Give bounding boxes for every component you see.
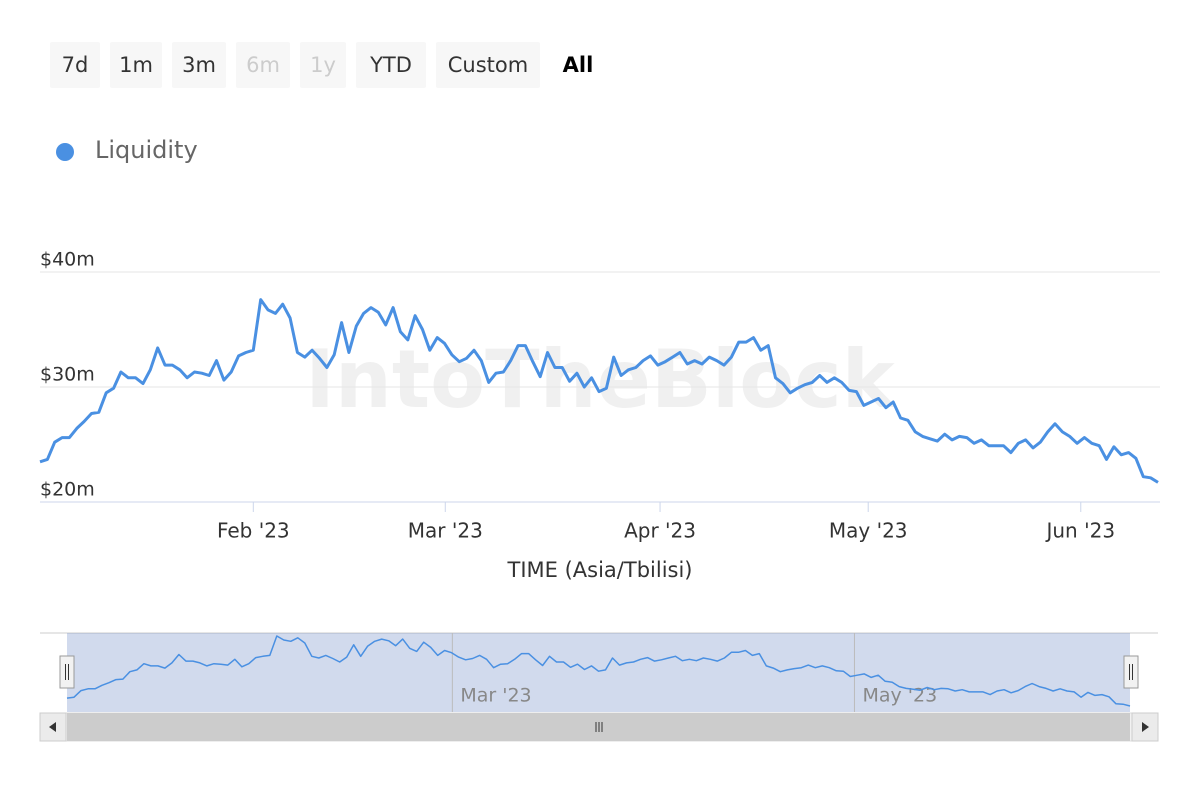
scroll-left[interactable] [39, 712, 67, 742]
range-button[interactable]: 7d [50, 42, 100, 88]
legend-label: Liquidity [95, 136, 198, 164]
watermark: IntoTheBlock [305, 333, 896, 426]
navigator-mask [67, 633, 1130, 712]
navigator-bg [40, 633, 1158, 712]
x-tick-label: May '23 [829, 519, 908, 543]
arrow [1142, 722, 1149, 732]
navigator-line [66, 635, 1131, 707]
legend-marker [56, 143, 74, 161]
x-axis-title: TIME (Asia/Tbilisi) [507, 558, 693, 582]
range-button: 1y [300, 42, 346, 88]
y-tick-label: $40m [40, 249, 95, 271]
x-tick-label: Apr '23 [624, 519, 696, 543]
arrow [49, 722, 56, 732]
x-tick-label: Mar '23 [408, 519, 483, 543]
navigator-handle[interactable] [59, 655, 75, 689]
range-button[interactable]: All [562, 53, 594, 77]
x-tick-label: Feb '23 [217, 519, 290, 543]
y-tick-label: $20m [40, 479, 95, 501]
navigator-handle[interactable] [1123, 655, 1139, 689]
x-tick-label: Jun '23 [1044, 519, 1115, 543]
range-button[interactable]: YTD [356, 42, 426, 88]
range-button[interactable]: Custom [436, 42, 540, 88]
navigator-label: Mar '23 [460, 685, 531, 707]
range-button[interactable]: 1m [110, 42, 162, 88]
line [39, 298, 1159, 484]
range-button: 6m [236, 42, 290, 88]
y-tick-label: $30m [40, 364, 95, 386]
range-button[interactable]: 3m [172, 42, 226, 88]
